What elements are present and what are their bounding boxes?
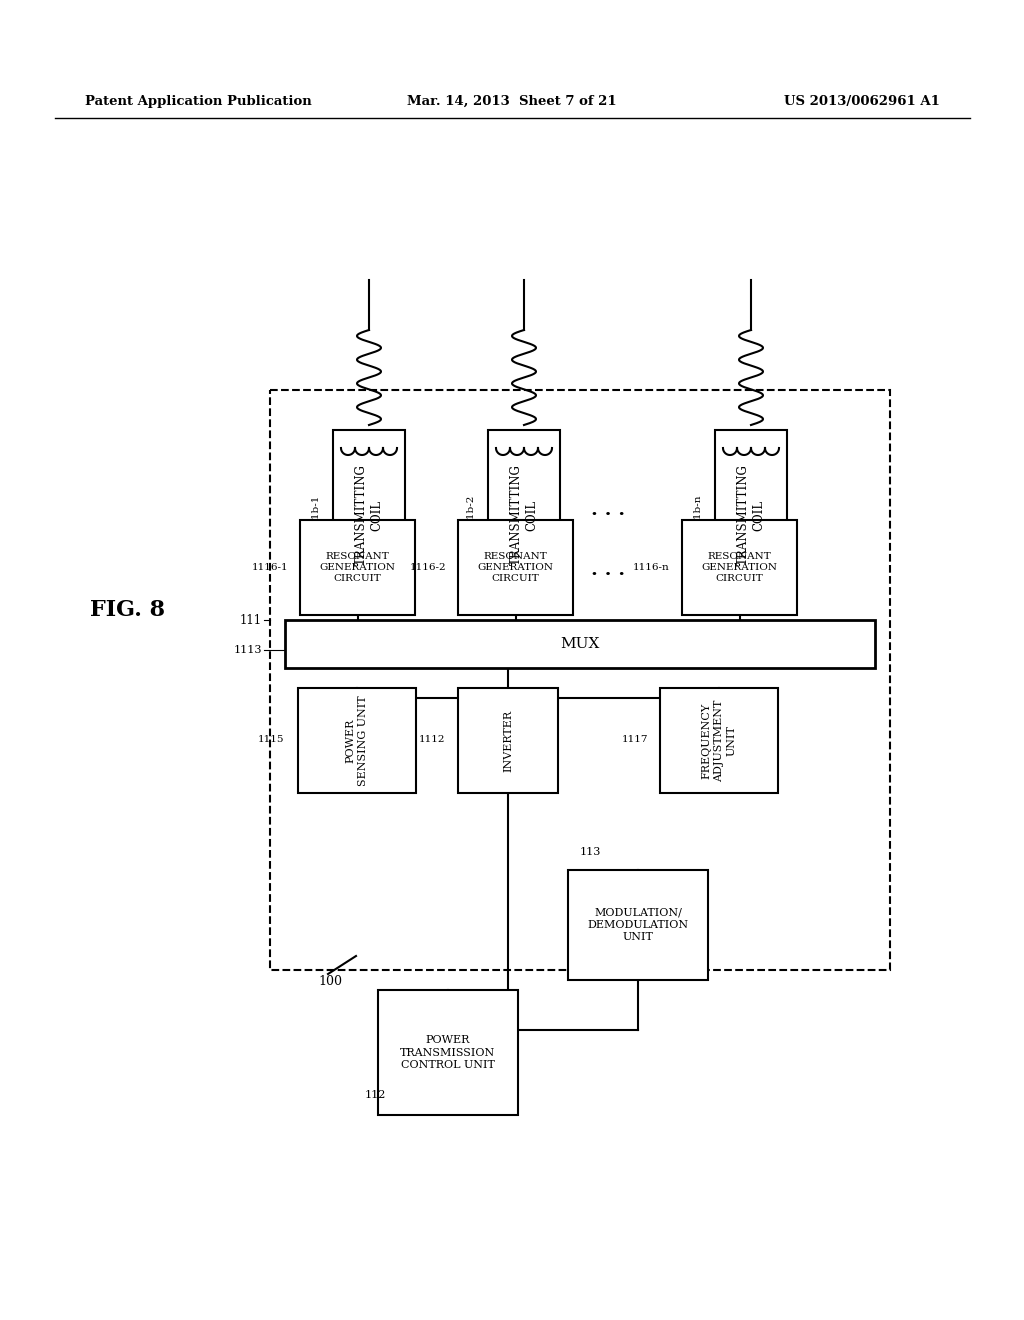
Text: Patent Application Publication: Patent Application Publication	[85, 95, 311, 108]
Text: MUX: MUX	[560, 638, 600, 651]
Text: POWER
TRANSMISSION
CONTROL UNIT: POWER TRANSMISSION CONTROL UNIT	[400, 1035, 496, 1071]
Text: TRANSMITTING
COIL: TRANSMITTING COIL	[510, 465, 539, 565]
Text: TRANSMITTING
COIL: TRANSMITTING COIL	[354, 465, 384, 565]
Text: . . .: . . .	[591, 502, 625, 519]
Text: TRANSMITTING
COIL: TRANSMITTING COIL	[736, 465, 766, 565]
Text: INVERTER: INVERTER	[503, 709, 513, 772]
Text: . . .: . . .	[591, 561, 625, 579]
Bar	[458, 520, 573, 615]
Bar	[285, 620, 874, 668]
Text: 1111b-n: 1111b-n	[693, 494, 702, 537]
Text: 1112: 1112	[419, 735, 445, 744]
Text: 1117: 1117	[622, 735, 648, 744]
Bar	[300, 520, 415, 615]
Text: 1116-2: 1116-2	[410, 562, 446, 572]
Text: 112: 112	[365, 1090, 386, 1100]
Bar	[458, 688, 558, 793]
Text: US 2013/0062961 A1: US 2013/0062961 A1	[784, 95, 940, 108]
Text: 1111b-1: 1111b-1	[311, 494, 319, 537]
Text: 113: 113	[580, 847, 601, 857]
Text: FIG. 8: FIG. 8	[90, 599, 165, 620]
Text: MODULATION/
DEMODULATION
UNIT: MODULATION/ DEMODULATION UNIT	[588, 908, 688, 942]
Text: 111: 111	[240, 614, 262, 627]
Bar	[488, 430, 560, 601]
Bar	[378, 990, 518, 1115]
Bar	[682, 520, 797, 615]
Text: 1111b-2: 1111b-2	[466, 494, 475, 537]
Text: Mar. 14, 2013  Sheet 7 of 21: Mar. 14, 2013 Sheet 7 of 21	[408, 95, 616, 108]
Bar	[270, 389, 890, 970]
Text: 1116-n: 1116-n	[633, 562, 670, 572]
Text: 100: 100	[318, 975, 342, 987]
Bar	[568, 870, 708, 979]
Text: RESONANT
GENERATION
CIRCUIT: RESONANT GENERATION CIRCUIT	[319, 552, 395, 583]
Bar	[715, 430, 787, 601]
Bar	[333, 430, 406, 601]
Text: 1115: 1115	[257, 735, 284, 744]
Text: POWER
SENSING UNIT: POWER SENSING UNIT	[346, 696, 369, 785]
Text: FREQUENCY
ADJUSTMENT
UNIT: FREQUENCY ADJUSTMENT UNIT	[701, 700, 736, 781]
Text: RESONANT
GENERATION
CIRCUIT: RESONANT GENERATION CIRCUIT	[477, 552, 554, 583]
Bar	[298, 688, 416, 793]
Text: 1113: 1113	[233, 645, 262, 655]
Bar	[660, 688, 778, 793]
Text: 1116-1: 1116-1	[251, 562, 288, 572]
Text: RESONANT
GENERATION
CIRCUIT: RESONANT GENERATION CIRCUIT	[701, 552, 777, 583]
